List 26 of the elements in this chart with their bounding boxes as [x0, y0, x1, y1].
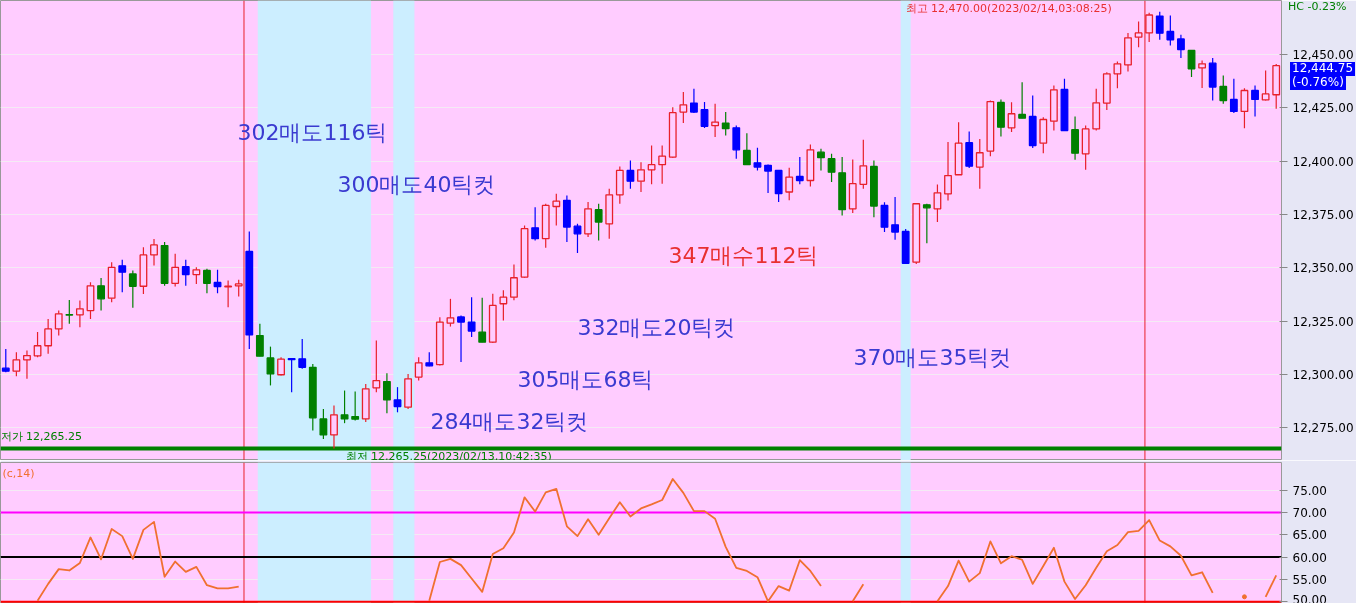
y-tick-label: 12,375.00	[1292, 207, 1354, 222]
y-tick-label: 70.00	[1292, 505, 1327, 520]
annotation: 최고 12,470.00(2023/02/14,03:08:25)	[905, 1, 1112, 15]
text: 12,444.75	[1290, 61, 1356, 76]
y-tick-label: 12,425.00	[1292, 101, 1354, 116]
y-tick-label: 12,450.00	[1292, 47, 1354, 62]
y-tick-label: 12,300.00	[1292, 367, 1354, 382]
ref-line-label: 저가 12,265.25	[0, 430, 82, 444]
y-tick-label: 55.00	[1292, 572, 1327, 587]
y-tick-label: 12,325.00	[1292, 314, 1354, 329]
y-tick-label: 12,275.00	[1292, 421, 1354, 436]
y-tick-label: 65.00	[1292, 528, 1327, 543]
text: HC -0.23%	[1288, 0, 1347, 14]
annotation: 370매도35틱컷	[853, 344, 1012, 370]
annotation: 332매도20틱컷	[577, 314, 736, 340]
annotation: 305매도68틱	[517, 366, 654, 392]
y-tick-label: 50.00	[1292, 592, 1327, 603]
y-tick-label: 60.00	[1292, 550, 1327, 565]
annotation: 284매도32틱컷	[430, 408, 589, 434]
text: (-0.76%)	[1290, 75, 1346, 90]
annotation: (c,14)	[2, 466, 35, 480]
y-tick-label: 12,400.00	[1292, 154, 1354, 169]
annotation: 300매도40틱컷	[337, 171, 496, 197]
y-tick-label: 75.00	[1292, 483, 1327, 498]
annotation: 347매수112틱	[668, 242, 819, 268]
y-tick-label: 12,350.00	[1292, 261, 1354, 276]
